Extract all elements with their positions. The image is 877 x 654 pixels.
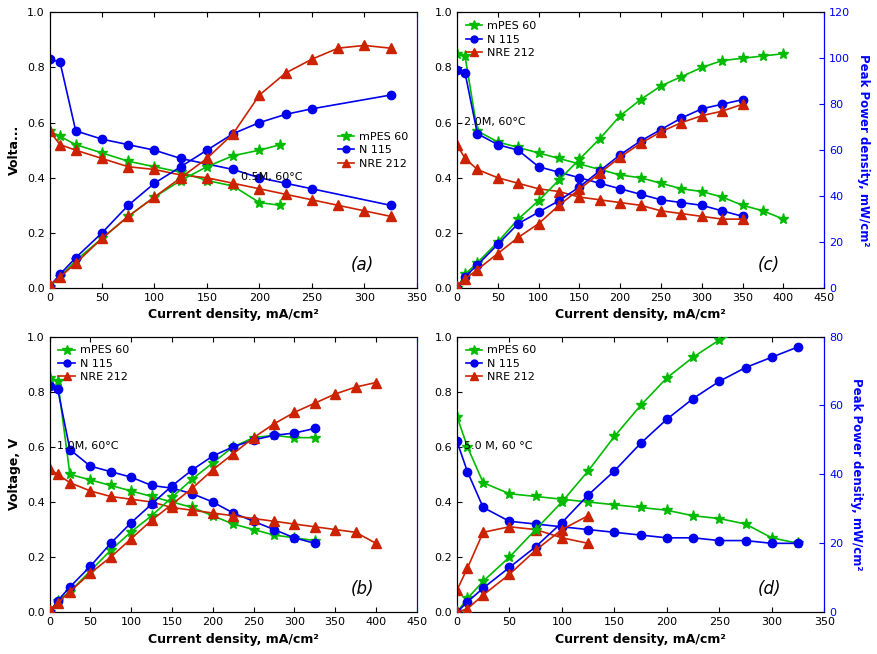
Text: 5.0 M, 60 °C: 5.0 M, 60 °C (464, 441, 532, 451)
Text: 0.5M, 60°C: 0.5M, 60°C (240, 172, 302, 182)
Y-axis label: Peak Power density, mW/cm²: Peak Power density, mW/cm² (849, 378, 862, 571)
Legend: mPES 60, N 115, NRE 212: mPES 60, N 115, NRE 212 (55, 342, 132, 385)
X-axis label: Current density, mA/cm²: Current density, mA/cm² (147, 632, 318, 645)
X-axis label: Current density, mA/cm²: Current density, mA/cm² (554, 632, 725, 645)
Text: (b): (b) (350, 581, 374, 598)
Y-axis label: Peak Power density, mW/cm²: Peak Power density, mW/cm² (856, 54, 869, 247)
X-axis label: Current density, mA/cm²: Current density, mA/cm² (147, 309, 318, 322)
Text: (c): (c) (757, 256, 780, 274)
Text: (a): (a) (350, 256, 374, 274)
Legend: mPES 60, N 115, NRE 212: mPES 60, N 115, NRE 212 (462, 18, 538, 61)
Y-axis label: Volta...: Volta... (8, 125, 21, 175)
Text: 1.0M, 60°C: 1.0M, 60°C (57, 441, 118, 451)
Legend: mPES 60, N 115, NRE 212: mPES 60, N 115, NRE 212 (462, 342, 538, 385)
Y-axis label: Voltage, V: Voltage, V (8, 438, 21, 511)
Legend: mPES 60, N 115, NRE 212: mPES 60, N 115, NRE 212 (334, 129, 410, 172)
Text: 2.0M, 60°C: 2.0M, 60°C (464, 117, 525, 127)
Text: (d): (d) (757, 581, 781, 598)
X-axis label: Current density, mA/cm²: Current density, mA/cm² (554, 309, 725, 322)
